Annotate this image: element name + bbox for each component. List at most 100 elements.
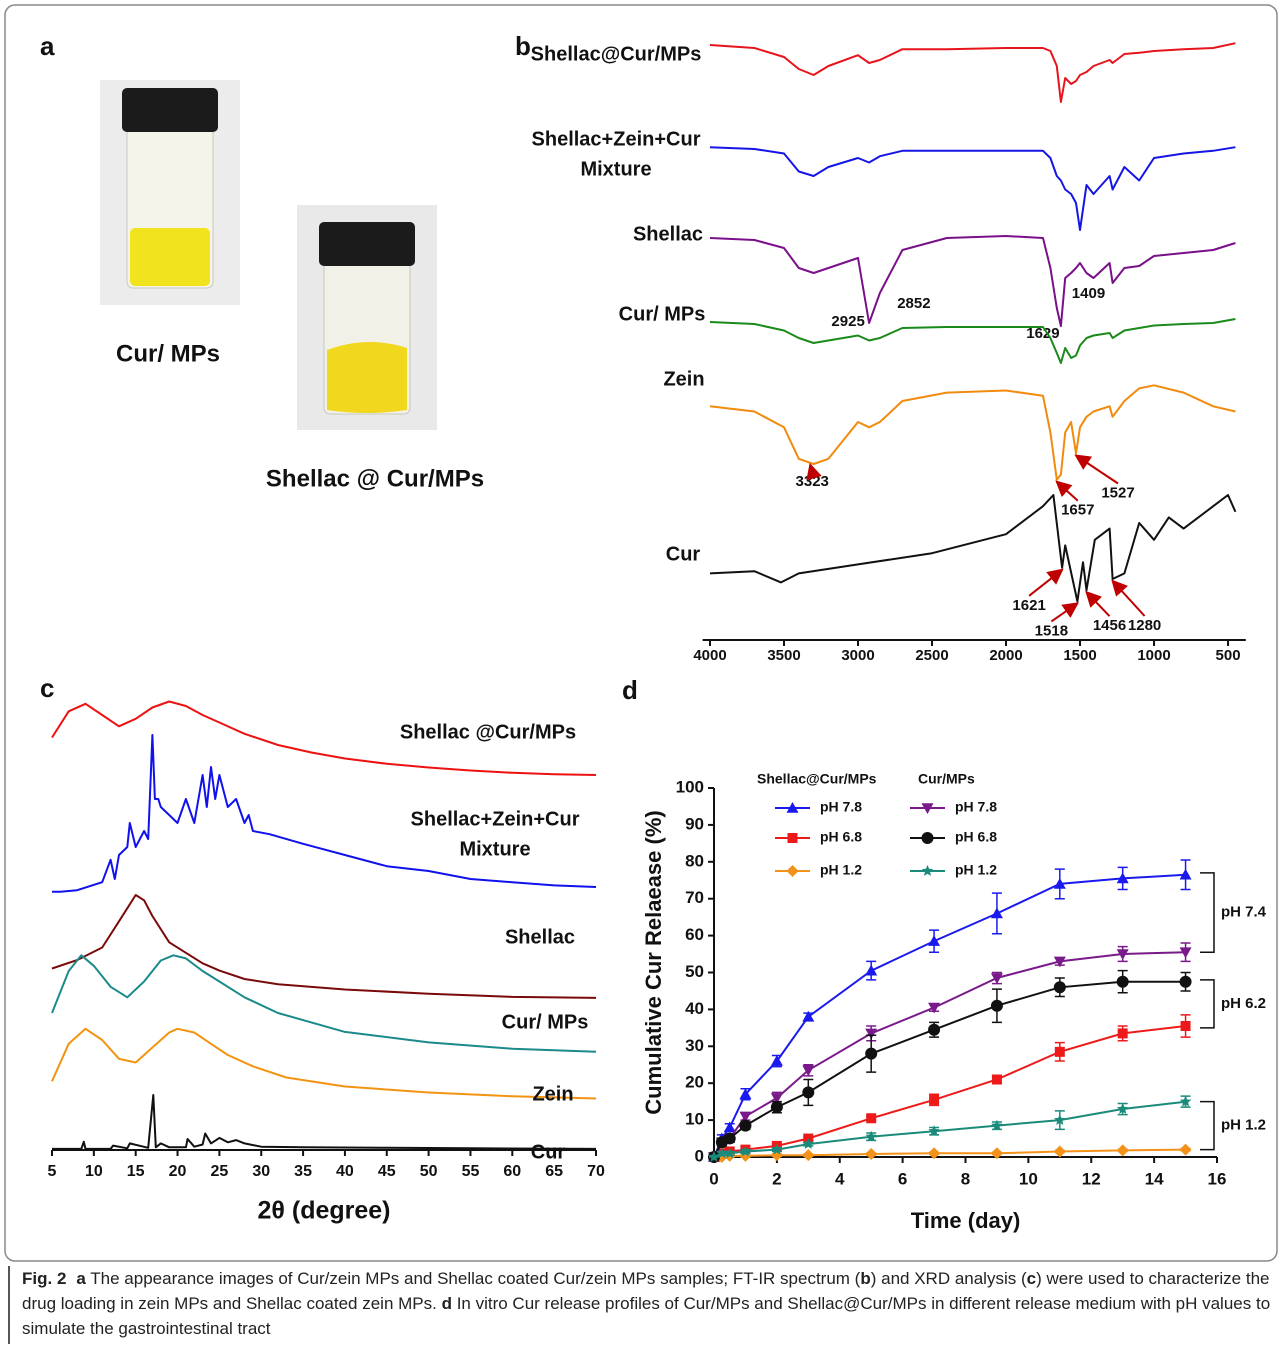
- spectrum-line: [51, 700, 597, 776]
- x-tick-label: 2500: [915, 647, 948, 664]
- marker: [786, 802, 799, 813]
- y-tick-label: 60: [685, 925, 704, 944]
- marker: [865, 1047, 878, 1060]
- marker: [921, 865, 934, 876]
- caption-text: Fig. 2: [22, 1269, 67, 1288]
- marker: [1117, 1103, 1129, 1114]
- peak-arrow: [1055, 480, 1079, 502]
- marker: [1117, 1028, 1128, 1039]
- peak-label: 1280: [1128, 617, 1161, 634]
- y-tick-label: 70: [685, 888, 704, 907]
- marker: [1054, 1046, 1065, 1057]
- marker: [865, 1028, 878, 1040]
- series-label: Mixture: [459, 838, 530, 860]
- peak-arrow: [1050, 602, 1080, 623]
- peak-label: 1657: [1061, 502, 1094, 519]
- marker: [1053, 877, 1066, 889]
- x-tick-label: 25: [210, 1163, 228, 1180]
- x-tick-label: 30: [252, 1163, 270, 1180]
- spectrum-line: [51, 894, 597, 999]
- spectrum-line: [709, 42, 1236, 103]
- caption-text: b: [860, 1269, 871, 1288]
- marker: [1179, 1143, 1192, 1156]
- x-tick-label: 70: [587, 1163, 605, 1180]
- peak-label: 1527: [1101, 484, 1134, 501]
- series-label: Zein: [663, 368, 704, 390]
- series-label: Shellac+Zein+Cur: [532, 128, 701, 150]
- marker: [1116, 872, 1129, 884]
- photo-caption: Cur/ MPs: [116, 340, 220, 367]
- marker: [786, 865, 799, 877]
- legend-label: pH 7.8: [955, 799, 997, 815]
- x-tick-label: 1500: [1063, 647, 1096, 664]
- x-axis-title: Time (day): [911, 1208, 1021, 1233]
- x-tick-label: 40: [336, 1163, 354, 1180]
- caption-text: The appearance images of Cur/zein MPs an…: [85, 1269, 861, 1288]
- peak-arrow: [1074, 454, 1119, 485]
- photo-cur-mps: [100, 80, 240, 305]
- marker: [1053, 981, 1066, 994]
- marker: [1053, 1145, 1066, 1158]
- marker: [928, 1002, 941, 1014]
- panel-label: c: [40, 673, 54, 703]
- caption-text: c: [1026, 1269, 1037, 1288]
- marker: [770, 1093, 783, 1104]
- peak-label: 2852: [897, 295, 930, 312]
- marker: [1116, 949, 1129, 961]
- x-tick-label: 500: [1216, 647, 1241, 664]
- x-tick-label: 3000: [841, 647, 874, 664]
- panel-label: b: [515, 31, 531, 61]
- x-tick-label: 20: [169, 1163, 187, 1180]
- legend-group-title: Shellac@Cur/MPs: [757, 771, 877, 787]
- marker: [921, 832, 934, 844]
- y-axis-title: Cumulative Cur Relaease (%): [641, 810, 666, 1114]
- y-tick-label: 100: [676, 777, 704, 796]
- x-tick-label: 2000: [989, 647, 1022, 664]
- marker: [802, 1086, 815, 1099]
- marker: [1116, 975, 1129, 988]
- figure-caption: Fig. 2 a The appearance images of Cur/zei…: [8, 1266, 1272, 1344]
- peak-label: 1621: [1012, 597, 1045, 614]
- spectrum-line: [709, 146, 1236, 231]
- marker: [716, 1147, 728, 1159]
- x-tick-label: 10: [1019, 1169, 1038, 1188]
- x-tick-label: 10: [85, 1163, 103, 1180]
- x-tick-label: 16: [1208, 1169, 1227, 1188]
- marker: [1179, 868, 1192, 880]
- x-tick-label: 6: [898, 1169, 907, 1188]
- marker: [724, 1147, 736, 1159]
- marker: [865, 1130, 877, 1142]
- x-tick-label: 8: [961, 1169, 970, 1188]
- marker: [787, 833, 798, 843]
- marker: [739, 1088, 752, 1100]
- x-tick-label: 4: [835, 1169, 845, 1188]
- peak-label: 1456: [1093, 617, 1126, 634]
- y-tick-label: 10: [685, 1110, 704, 1129]
- legend-group-title: Cur/MPs: [918, 771, 975, 787]
- spectrum-line: [51, 954, 597, 1053]
- x-tick-label: 60: [503, 1163, 521, 1180]
- marker: [866, 1113, 877, 1124]
- marker: [723, 1132, 736, 1145]
- marker: [771, 1143, 783, 1155]
- x-tick-label: 1000: [1137, 647, 1170, 664]
- spectrum-line: [709, 494, 1237, 603]
- marker: [770, 1101, 783, 1114]
- x-tick-label: 50: [420, 1163, 438, 1180]
- series-line: [714, 1148, 1186, 1158]
- y-tick-label: 90: [685, 814, 704, 833]
- marker: [1179, 1095, 1192, 1107]
- marker: [928, 1125, 940, 1136]
- marker: [991, 1119, 1003, 1131]
- series-label: Mixture: [580, 158, 651, 180]
- series-label: Zein: [532, 1083, 573, 1105]
- spectrum-line: [709, 318, 1236, 364]
- series-label: Shellac: [505, 926, 575, 948]
- caption-text: d: [441, 1294, 452, 1313]
- y-tick-label: 50: [685, 962, 704, 981]
- x-tick-label: 4000: [693, 647, 726, 664]
- caption-text: In vitro Cur release profiles of Cur/MPs…: [22, 1294, 1271, 1338]
- x-tick-label: 14: [1145, 1169, 1164, 1188]
- bracket: [1200, 979, 1215, 1029]
